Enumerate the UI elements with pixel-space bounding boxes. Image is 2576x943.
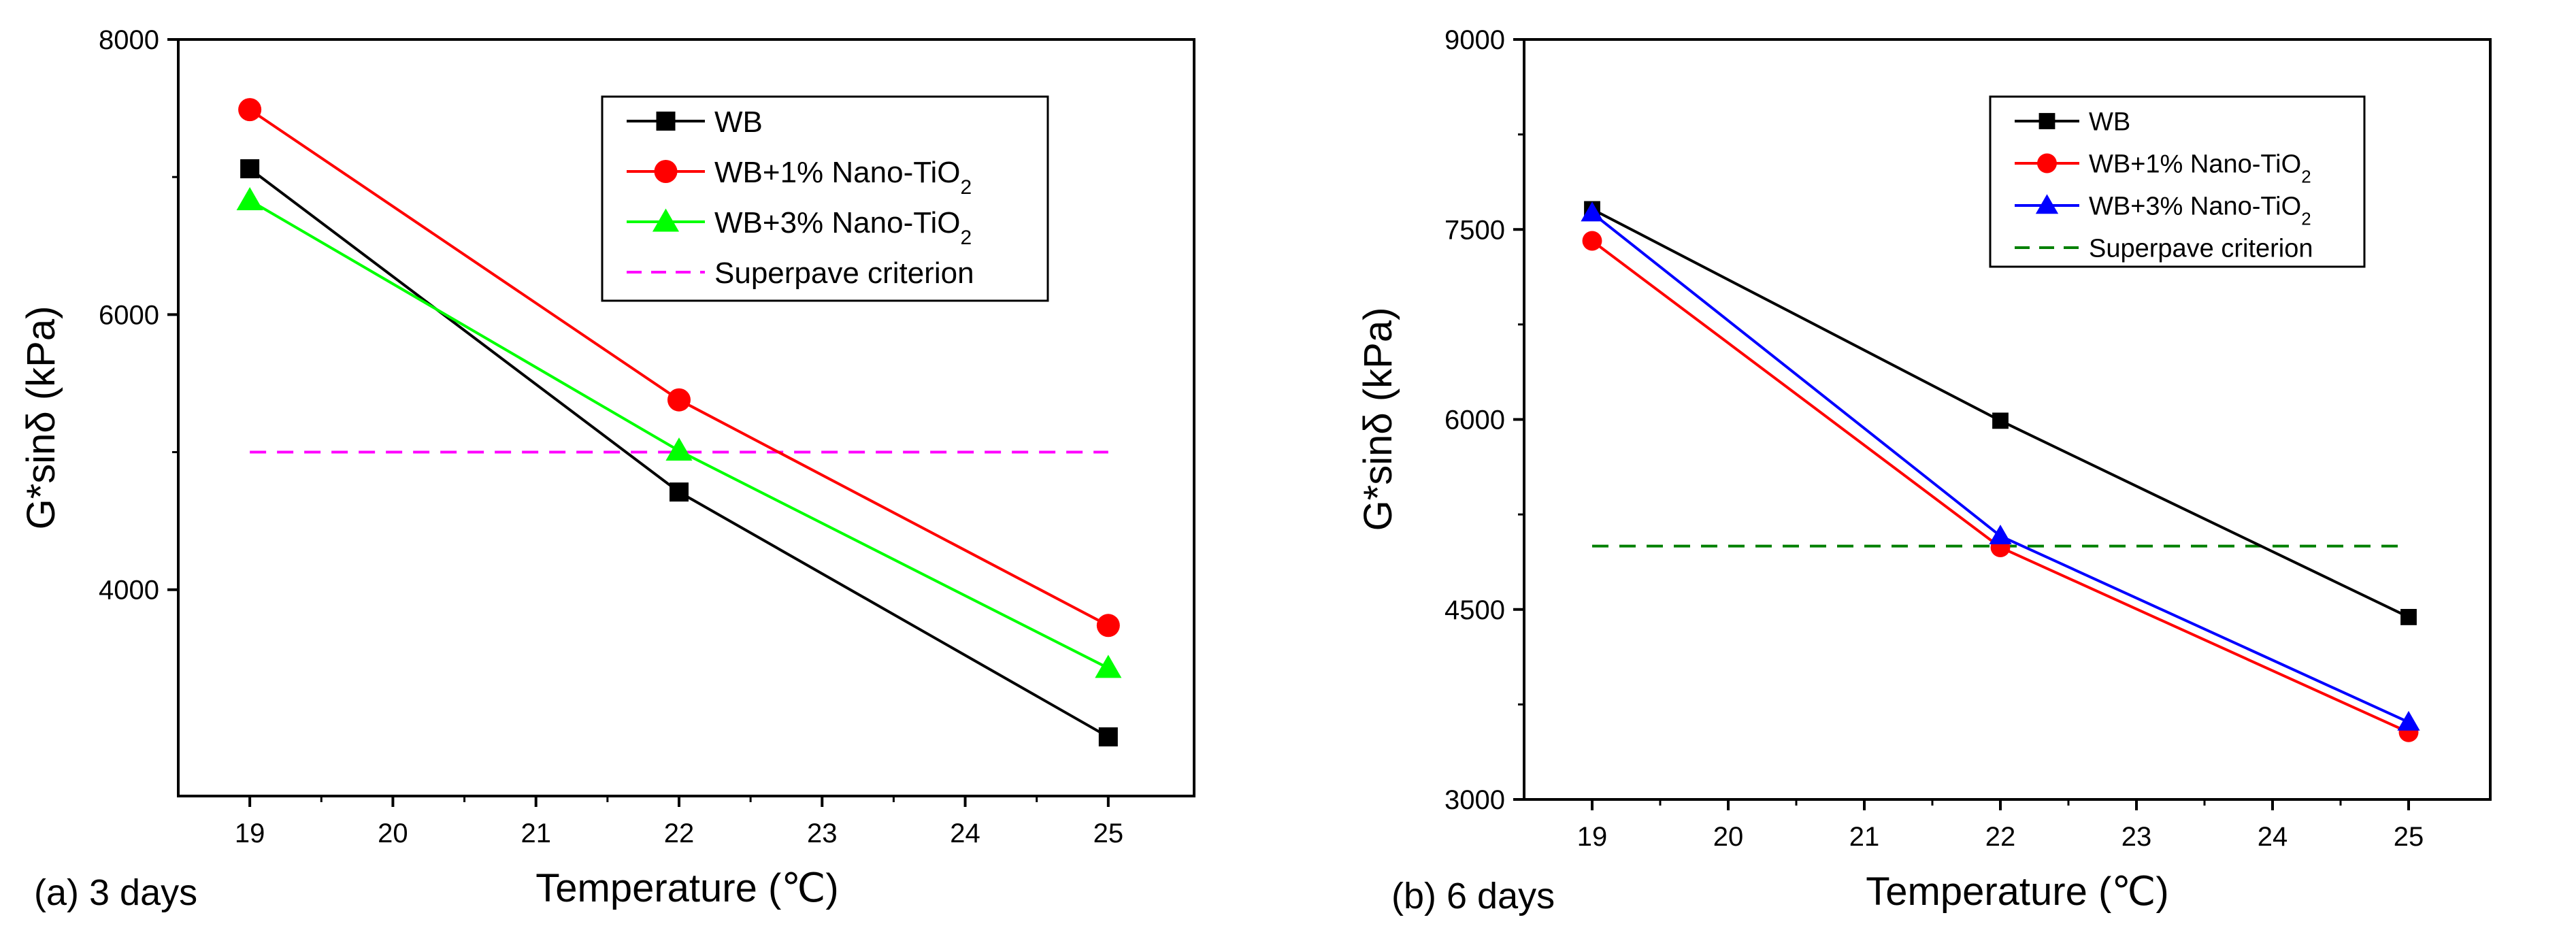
data-point: [669, 482, 689, 502]
x-tick-label: 19: [235, 818, 265, 848]
data-point: [2400, 609, 2417, 625]
data-point: [240, 159, 260, 179]
x-tick-label: 23: [2121, 822, 2152, 852]
y-tick-label: 9000: [1444, 25, 1505, 55]
data-point: [1582, 231, 1602, 251]
legend-box: [601, 95, 1049, 302]
data-point: [1581, 201, 1604, 222]
y-tick-label: 4500: [1444, 595, 1505, 625]
y-tick-label: 8000: [99, 25, 159, 55]
legend-swatch-marker: [2035, 194, 2059, 214]
data-point: [1095, 655, 1122, 678]
x-tick-label: 20: [378, 818, 408, 848]
x-tick-label: 21: [521, 818, 551, 848]
x-tick-label: 23: [807, 818, 838, 848]
data-point: [1096, 614, 1120, 638]
legend-swatch-marker: [656, 112, 676, 131]
series-line-2: [1591, 239, 2409, 734]
data-point: [236, 187, 263, 211]
legend-entry-label: WB: [2089, 108, 2130, 137]
y-axis-label: G*sinδ (kPa): [1356, 308, 1400, 531]
plot-frame: [177, 38, 1195, 797]
chart-panel-2: 19 20 21 22 23 24 2530004500600075009000Temper…: [1356, 25, 2492, 916]
panel-caption: (a) 3 days: [34, 872, 197, 913]
y-tick-label: 6000: [99, 300, 159, 330]
data-point: [1992, 412, 2009, 429]
data-point: [1098, 727, 1118, 747]
x-tick-label: 24: [950, 818, 980, 848]
legend-entry-label: WB: [714, 105, 763, 139]
x-tick-label: 25: [2394, 822, 2424, 852]
x-axis-label: Temperature (℃): [1866, 870, 2168, 914]
legend-subscript: 2: [2301, 167, 2311, 187]
series-line-3: [1591, 212, 2409, 724]
x-tick-label: 19: [1577, 822, 1608, 852]
legend-swatch-marker: [652, 208, 680, 232]
legend-subscript: 2: [960, 176, 972, 198]
x-axis-label: Temperature (℃): [535, 866, 838, 910]
x-tick-label: 22: [1985, 822, 2016, 852]
data-point: [238, 98, 262, 122]
x-tick-label: 21: [1849, 822, 1880, 852]
legend-swatch-marker: [2038, 113, 2055, 129]
x-tick-label: 24: [2258, 822, 2288, 852]
legend-entry-label: Superpave criterion: [714, 257, 974, 290]
data-point: [665, 437, 693, 461]
legend-subscript: 2: [2301, 209, 2311, 229]
x-tick-label: 22: [664, 818, 695, 848]
y-tick-label: 4000: [99, 576, 159, 606]
x-tick-label: 25: [1093, 818, 1124, 848]
data-point: [1989, 525, 2012, 545]
x-tick-label: 20: [1713, 822, 1744, 852]
legend-swatch-marker: [2037, 153, 2057, 173]
legend-swatch-marker: [654, 160, 678, 183]
panel-caption: (b) 6 days: [1391, 876, 1555, 916]
legend-subscript: 2: [960, 226, 972, 248]
data-point: [2397, 710, 2420, 731]
data-point: [667, 388, 691, 412]
y-tick-label: 6000: [1444, 406, 1505, 435]
legend-entry-label: Superpave criterion: [2089, 235, 2313, 263]
y-tick-label: 3000: [1444, 785, 1505, 815]
y-axis-label: G*sinδ (kPa): [19, 306, 63, 530]
y-tick-label: 7500: [1444, 215, 1505, 245]
